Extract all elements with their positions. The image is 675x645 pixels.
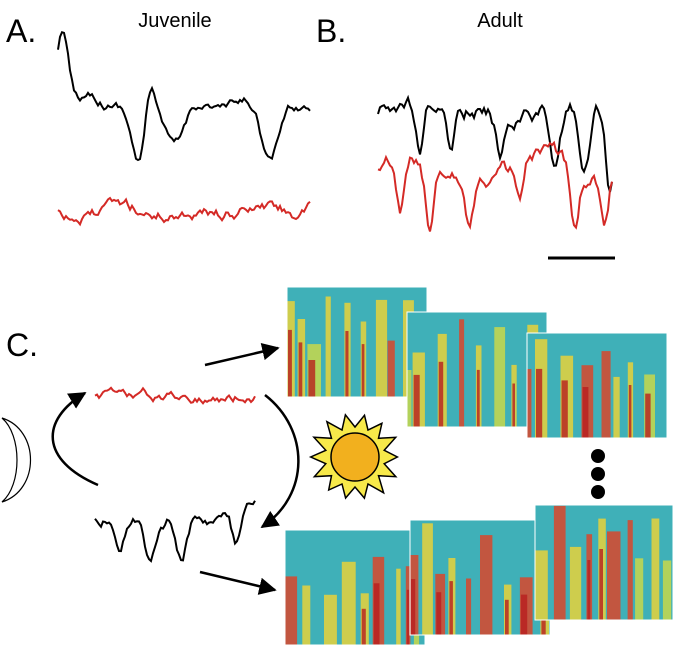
spectrogram-band: [407, 370, 412, 427]
trace: [94, 500, 256, 563]
panel-label: C.: [6, 327, 38, 363]
spectrogram-band: [466, 578, 472, 635]
spectrogram-band: [406, 589, 410, 645]
spectrogram-band: [288, 329, 292, 397]
spectrogram-band: [422, 523, 433, 635]
spectrogram-band: [375, 299, 388, 397]
spectrogram-band: [651, 518, 660, 620]
spectrogram-band: [459, 319, 465, 427]
spectrogram-bg: [527, 333, 667, 438]
spectrogram-frame: [526, 332, 668, 439]
traces: [57, 30, 613, 563]
spectrogram-band: [387, 340, 395, 397]
spectrogram-band: [505, 599, 509, 635]
spectrogram-band: [308, 360, 316, 397]
panel-title: Juvenile: [138, 10, 211, 32]
spectrogram-band: [438, 361, 444, 427]
spectrogram-band: [635, 558, 644, 620]
spectrogram-band: [582, 387, 589, 438]
panel-title: Adult: [477, 10, 523, 32]
spectrogram-band: [613, 376, 620, 438]
ellipsis-dot: [591, 467, 605, 481]
spectrogram-band: [449, 581, 453, 635]
sun-disc: [330, 432, 380, 482]
arrow: [199, 570, 277, 595]
spectrogram-band: [607, 531, 621, 620]
cycle-arrow: [51, 391, 99, 487]
arrow: [204, 343, 280, 367]
spectrogram-band: [324, 594, 337, 645]
spectrogram-band: [662, 560, 672, 620]
panel-label: A.: [6, 13, 36, 49]
spectrogram-band: [476, 369, 480, 427]
spectrogram-band: [553, 505, 566, 620]
spectrogram-band: [298, 342, 303, 397]
spectrogram-band: [341, 561, 356, 645]
spectrogram-band: [645, 393, 651, 438]
spectrogram-band: [561, 380, 568, 438]
spectrogram-band: [411, 579, 416, 635]
spectrogram-band: [480, 535, 493, 635]
spectrogram-band: [361, 344, 365, 397]
trace: [94, 386, 256, 405]
spectrogram-band: [436, 592, 442, 635]
trace: [377, 140, 613, 232]
spectrogram-band: [285, 576, 298, 645]
spectrograms: [284, 286, 674, 645]
spectrogram-band: [413, 374, 420, 427]
moon: [1, 417, 32, 503]
spectrogram-band: [361, 608, 366, 645]
spectrogram-band: [587, 560, 591, 620]
spectrogram-band: [527, 369, 532, 438]
spectrogram-band: [628, 385, 632, 438]
ellipsis-dot: [591, 485, 605, 499]
spectrogram-band: [536, 368, 543, 438]
spectrogram-band: [520, 594, 528, 635]
panel-label: B.: [316, 13, 346, 49]
spectrogram-band: [601, 351, 611, 438]
spectrogram-band: [569, 546, 582, 620]
spectrogram-band: [535, 550, 548, 620]
spectrogram-band: [302, 585, 311, 645]
spectrogram-band: [599, 549, 603, 620]
spectrogram-band: [627, 520, 633, 620]
trace: [57, 30, 311, 162]
trace: [377, 94, 613, 193]
trace: [57, 196, 311, 227]
spectrogram-band: [345, 331, 349, 397]
spectrogram-band: [494, 327, 506, 427]
sun: [308, 413, 400, 500]
spectrogram-band: [325, 296, 331, 397]
cycle-arrow: [260, 394, 300, 529]
spectrogram-frame: [534, 504, 674, 621]
spectrogram-band: [396, 568, 401, 645]
ellipsis-dot: [591, 449, 605, 463]
spectrogram-band: [373, 583, 380, 645]
spectrogram-band: [512, 383, 515, 427]
